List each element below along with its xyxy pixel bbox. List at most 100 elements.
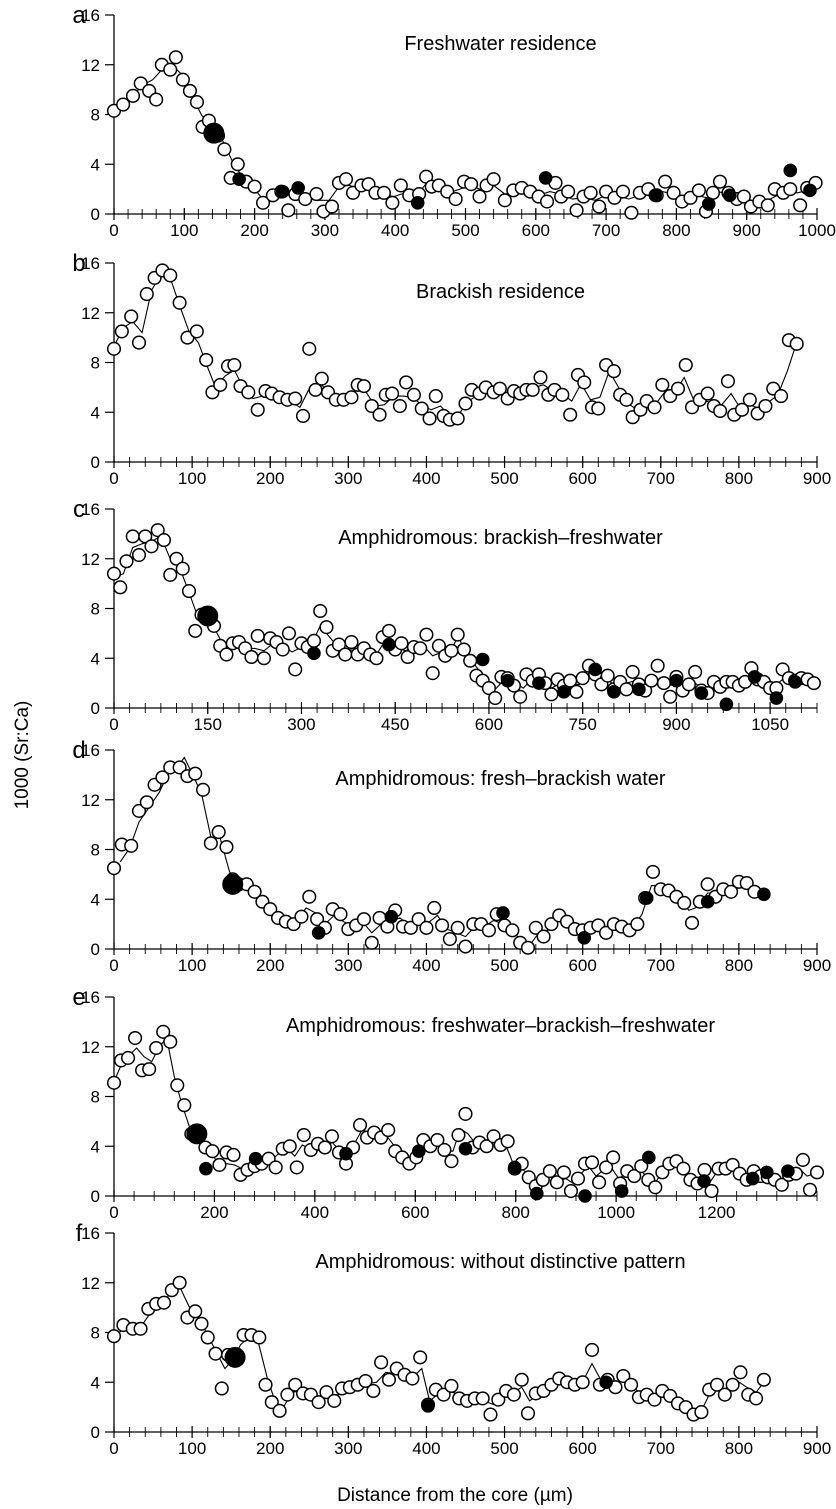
filled-point	[507, 1160, 522, 1175]
filled-point	[639, 891, 654, 905]
open-point	[149, 1040, 164, 1056]
open-point	[381, 1372, 397, 1387]
filled-point	[723, 188, 737, 203]
open-point	[188, 1304, 203, 1319]
filled-point	[475, 652, 490, 667]
open-point	[556, 1165, 571, 1180]
open-point	[219, 839, 234, 855]
open-point	[268, 1160, 283, 1175]
open-point	[520, 1406, 536, 1421]
open-point	[619, 682, 634, 697]
open-point	[688, 664, 703, 679]
open-point	[170, 1078, 185, 1093]
x-tick-label: 500	[490, 469, 518, 488]
open-point	[106, 1329, 122, 1344]
open-point	[381, 1123, 396, 1138]
open-point	[138, 529, 153, 544]
filled-point	[759, 1165, 774, 1180]
y-tick-label: 12	[81, 1038, 100, 1057]
open-point	[645, 864, 661, 879]
filled-point	[222, 873, 244, 895]
open-point	[444, 643, 459, 658]
filled-point	[197, 605, 219, 627]
open-point	[131, 803, 147, 818]
filled-point	[410, 196, 425, 210]
open-point	[627, 1169, 642, 1184]
open-point	[113, 580, 128, 595]
panel-b: 0 100 200 300 400 500 600 700 800 900 0 4 8 12 16b Brac…	[72, 250, 831, 488]
open-point	[427, 900, 442, 916]
open-point	[733, 1365, 748, 1380]
open-point	[575, 671, 590, 686]
filled-point	[311, 926, 326, 940]
open-point	[413, 1350, 428, 1365]
open-point	[644, 673, 659, 688]
open-point	[694, 1405, 709, 1420]
x-tick-label: 0	[109, 715, 118, 734]
x-tick-label: 200	[256, 956, 284, 975]
open-point	[658, 174, 673, 189]
open-point	[219, 647, 234, 662]
open-point	[319, 1385, 334, 1400]
open-point	[149, 92, 164, 107]
open-point	[647, 1392, 662, 1407]
y-tick-label: 4	[91, 155, 100, 174]
open-point	[309, 187, 324, 202]
open-point	[172, 295, 187, 310]
open-point	[806, 676, 821, 691]
x-tick-label: 300	[311, 221, 339, 240]
open-point	[463, 653, 478, 668]
open-point	[177, 1098, 192, 1113]
open-point	[175, 72, 190, 87]
open-point	[678, 357, 693, 373]
open-point	[121, 1050, 136, 1065]
open-point	[630, 917, 645, 932]
open-point	[405, 1371, 420, 1386]
open-point	[374, 1355, 389, 1370]
y-tick-label: 16	[81, 1224, 100, 1243]
open-point	[131, 547, 147, 563]
filled-point	[641, 1150, 656, 1165]
open-point	[188, 623, 203, 638]
open-point	[481, 681, 496, 696]
open-point	[189, 95, 205, 110]
y-tick-label: 0	[91, 699, 100, 718]
open-point	[163, 1034, 178, 1049]
open-point	[724, 884, 739, 899]
open-point	[356, 912, 372, 927]
y-tick-label: 4	[91, 403, 100, 422]
x-tick-label: 800	[725, 469, 753, 488]
open-point	[150, 523, 165, 538]
open-point	[333, 907, 348, 922]
open-point	[302, 889, 317, 904]
open-point	[634, 1159, 649, 1174]
open-point	[119, 554, 134, 569]
open-point	[491, 1392, 506, 1407]
filled-point	[382, 637, 396, 652]
open-point	[263, 902, 278, 917]
open-point	[203, 836, 218, 851]
open-point	[756, 1372, 771, 1387]
open-point	[319, 620, 334, 635]
open-point	[697, 1162, 712, 1177]
open-point	[575, 1375, 590, 1390]
open-point	[414, 401, 429, 416]
filled-point	[339, 1146, 353, 1161]
open-point	[106, 341, 122, 356]
open-point	[106, 566, 122, 581]
x-tick-label: 100	[178, 956, 206, 975]
open-point	[241, 385, 256, 400]
open-point	[156, 1024, 171, 1039]
open-point	[403, 920, 418, 935]
open-point	[275, 642, 290, 657]
panel-letter: e	[72, 984, 85, 1011]
open-point	[435, 918, 450, 933]
open-point	[539, 194, 555, 209]
open-point	[376, 185, 392, 200]
x-tick-label: 200	[256, 469, 284, 488]
open-point	[356, 379, 372, 394]
x-tick-label: 900	[733, 221, 761, 240]
y-tick-label: 8	[91, 600, 100, 619]
filled-point	[769, 691, 784, 705]
